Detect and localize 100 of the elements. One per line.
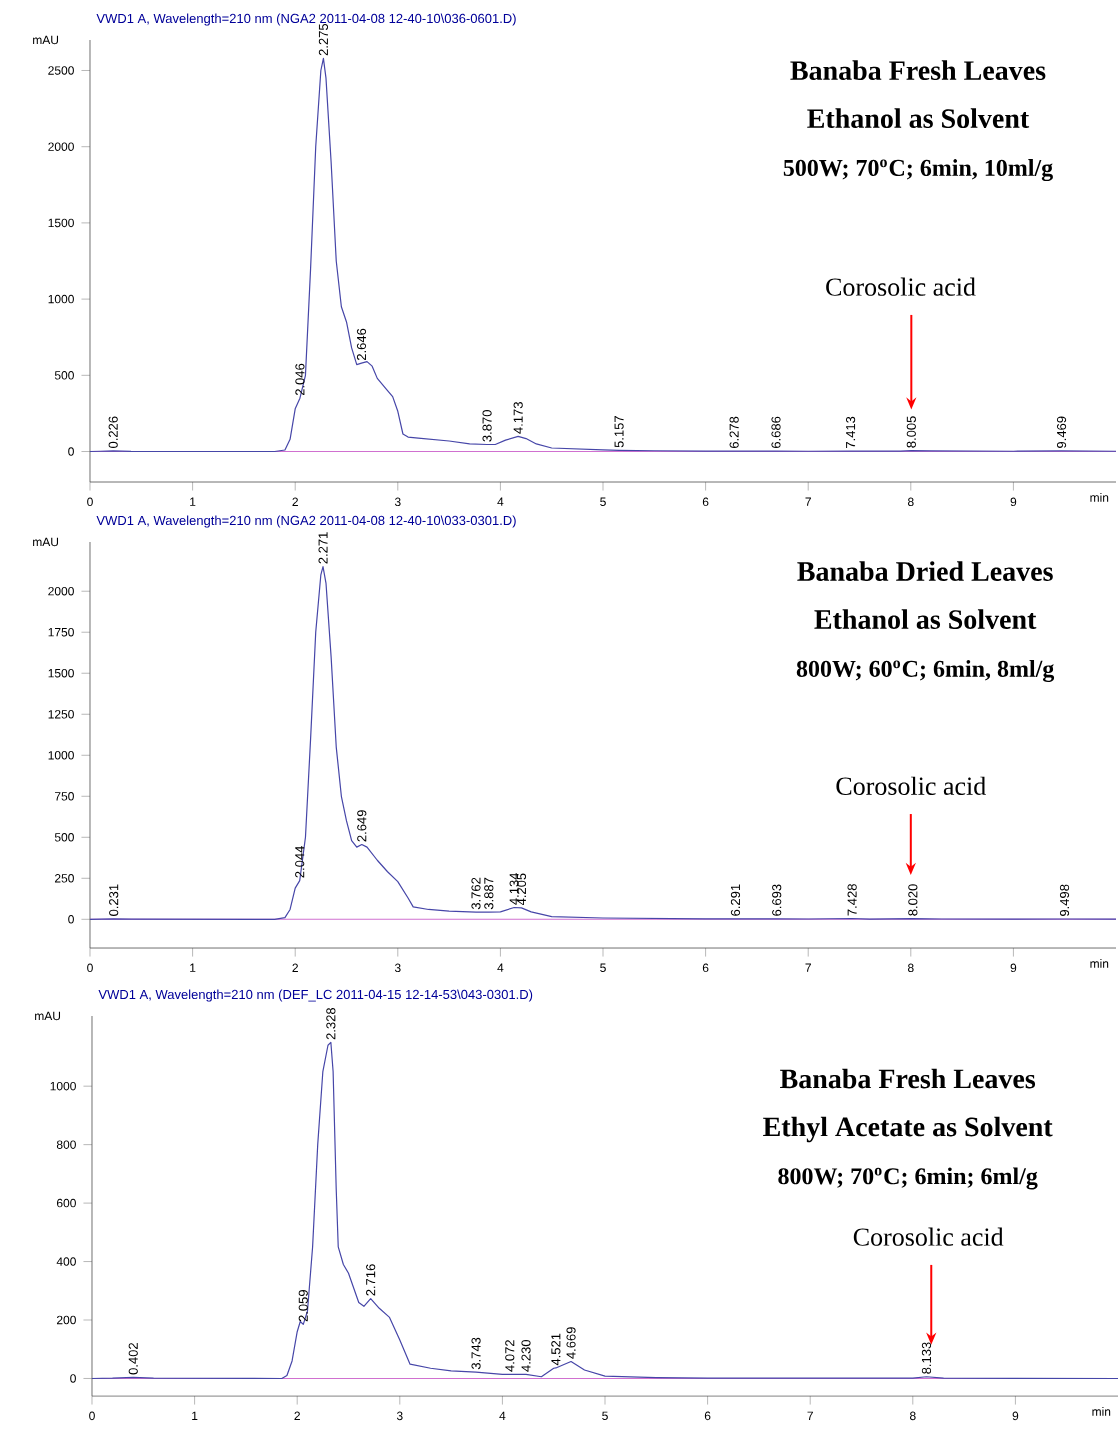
x-tick-label: 3 (396, 1411, 403, 1421)
chart-title: VWD1 A, Wavelength=210 nm (NGA2 2011-04-08 12-40-10\033-0301.D) (96, 515, 516, 528)
annotation: Ethyl Acetate as Solvent (763, 1116, 1053, 1143)
x-tick-label: 1 (190, 497, 196, 506)
annotation: Ethanol as Solvent (807, 108, 1030, 129)
annotation: 6.291 (730, 884, 741, 916)
annotation: 2.044 (295, 846, 305, 878)
y-tick-label: 1000 (48, 294, 74, 304)
annotation: 6.278 (729, 416, 739, 449)
annotation: 6.686 (771, 416, 781, 449)
annotation: 3.743 (471, 1337, 481, 1370)
x-tick-label: 7 (805, 963, 811, 972)
annotation: 4.173 (513, 402, 523, 434)
y-tick-label: 500 (54, 833, 74, 842)
y-tick-label: 1750 (48, 627, 74, 637)
annotation: 0.231 (109, 884, 119, 916)
annotation: 4.521 (551, 1333, 561, 1366)
annotation: 800W; 60$^{o}$C; 6min, 8ml/g (796, 660, 1055, 682)
annotation: 8.133 (921, 1342, 932, 1374)
annotation: 7.428 (847, 884, 857, 916)
x-tick-label: 1 (192, 1411, 198, 1420)
annotation: Banaba Fresh Leaves (780, 1068, 1036, 1089)
annotation: 3.870 (482, 410, 492, 442)
annotation: 4.230 (521, 1339, 531, 1372)
x-tick-label: 4 (499, 1411, 506, 1420)
annotation: 4.669 (566, 1327, 576, 1359)
y-tick-label: 1000 (50, 1081, 76, 1091)
annotation: Ethanol as Solvent (814, 609, 1037, 629)
annotation: 2.271 (318, 532, 328, 564)
y-tick-label: 0 (68, 915, 74, 924)
annotation: Corosolic acid (853, 1227, 1004, 1246)
x-tick-label: 5 (600, 497, 606, 506)
y-tick-label: 1500 (48, 669, 74, 678)
y-tick-label: 800 (56, 1140, 76, 1149)
annotation: 4.072 (505, 1340, 515, 1372)
x-tick-label: 1 (190, 963, 196, 972)
x-tick-label: 2 (292, 963, 298, 972)
y-tick-label: 200 (56, 1315, 76, 1325)
x-tick-label: 4 (497, 963, 504, 972)
y-tick-label: 400 (56, 1257, 76, 1266)
x-tick-label: 7 (805, 497, 811, 506)
x-tick-label: 5 (602, 1411, 608, 1420)
annotation: 6.693 (772, 884, 782, 916)
annotation: 9.469 (1056, 416, 1067, 448)
annotation: 2.646 (356, 328, 367, 361)
annotation: 2.649 (357, 810, 367, 842)
annotation: 4.205 (516, 873, 527, 906)
x-tick-label: 0 (87, 963, 93, 973)
annotation: 3.887 (484, 877, 494, 910)
x-tick-label: 5 (600, 963, 606, 972)
annotation: 8.005 (906, 416, 916, 448)
y-tick-label: 0 (70, 1374, 76, 1383)
y-tick-label: 500 (54, 371, 74, 380)
y-tick-label: 2000 (48, 142, 74, 151)
y-tick-label: 750 (55, 792, 74, 801)
x-tick-label: 3 (394, 963, 401, 973)
annotation: 2.275 (318, 23, 329, 56)
x-tick-label: 9 (1010, 963, 1017, 973)
y-axis-title: mAU (35, 1011, 61, 1021)
annotation: 800W; 70$^{o}$C; 6min; 6ml/g (778, 1167, 1038, 1190)
x-tick-label: 8 (908, 963, 914, 973)
x-tick-label: 6 (704, 1411, 711, 1421)
x-tick-label: 0 (87, 497, 93, 507)
annotation: 4.134 (509, 872, 519, 905)
x-tick-label: 4 (497, 497, 504, 506)
x-tick-label: 2 (292, 497, 298, 506)
y-tick-label: 1000 (48, 751, 74, 760)
x-tick-label: 0 (89, 1411, 95, 1421)
x-axis-title: min (1092, 1407, 1111, 1416)
x-tick-label: 2 (294, 1411, 300, 1420)
x-tick-label: 8 (908, 497, 914, 507)
annotation: Corosolic acid (826, 277, 976, 296)
x-tick-label: 8 (910, 1411, 916, 1421)
annotation: 2.046 (295, 363, 305, 396)
x-tick-label: 9 (1012, 1411, 1019, 1421)
x-axis-title: min (1090, 493, 1109, 502)
annotation: 8.020 (908, 884, 918, 916)
annotation: 500W; 70$^{o}$C; 6min, 10ml/g (783, 159, 1053, 182)
annotation: Banaba Dried Leaves (797, 561, 1053, 581)
x-tick-label: 6 (702, 963, 709, 973)
y-tick-label: 2000 (48, 586, 74, 596)
x-axis-title: min (1090, 959, 1109, 968)
x-tick-label: 9 (1010, 497, 1017, 507)
y-tick-label: 1500 (48, 218, 74, 228)
annotation: Banaba Fresh Leaves (790, 60, 1046, 81)
annotation: 0.402 (128, 1343, 138, 1375)
annotation: 3.762 (471, 877, 481, 910)
y-tick-label: 600 (56, 1198, 76, 1208)
y-axis-title: mAU (33, 35, 59, 45)
x-tick-label: 7 (807, 1411, 813, 1420)
x-tick-label: 3 (394, 497, 401, 507)
x-tick-label: 6 (702, 497, 709, 507)
annotation: 9.498 (1059, 884, 1070, 916)
annotation: 2.328 (326, 1007, 336, 1040)
y-tick-label: 2500 (48, 66, 74, 75)
y-axis-title: mAU (33, 537, 59, 547)
y-tick-label: 250 (54, 874, 74, 883)
annotation: 0.226 (108, 416, 118, 449)
annotation: 2.716 (366, 1264, 376, 1296)
chart-title: VWD1 A, Wavelength=210 nm (DEF_LC 2011-04-15 12-14-53\043-0301.D) (98, 989, 533, 1002)
